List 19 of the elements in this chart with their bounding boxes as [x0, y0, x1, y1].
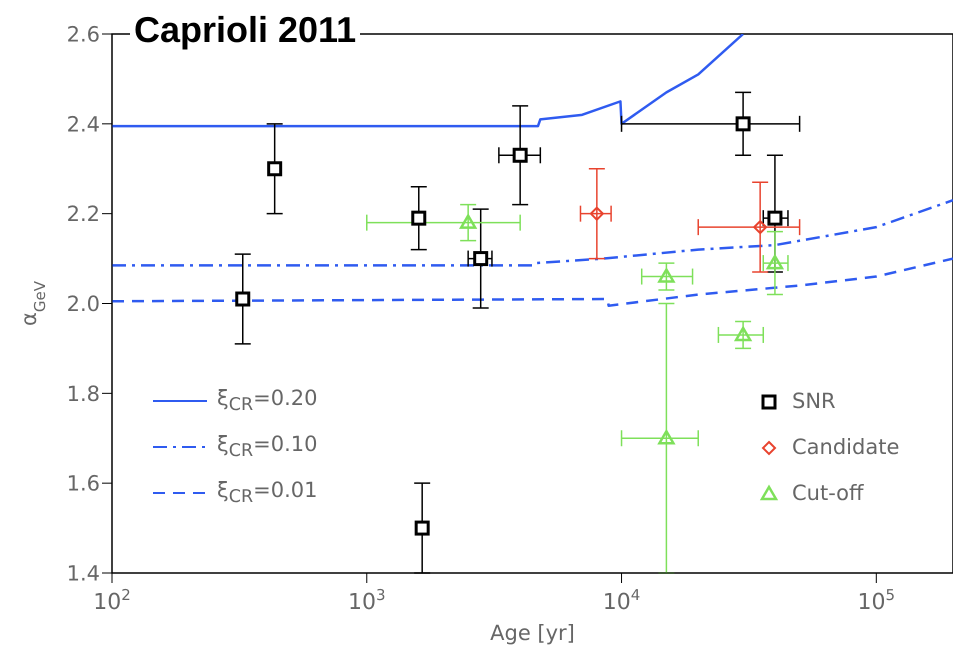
x-tick-label: 10$^{2}$: [93, 586, 131, 615]
y-tick-label: 1.4: [66, 561, 100, 586]
x-tick-label: 10$^{3}$: [348, 586, 386, 615]
legend-label: ξ$_{CR}$=0.20: [217, 386, 318, 416]
legend-label: SNR: [792, 389, 836, 413]
x-axis-title: Age [yr]: [490, 621, 575, 645]
x-tick-label: 10$^{5}$: [858, 586, 896, 615]
legend-label: Candidate: [792, 435, 900, 459]
legend-label: Cut-off: [792, 481, 864, 505]
y-tick-label: 2.4: [66, 112, 100, 136]
y-tick-label: 2.0: [66, 292, 100, 316]
legend-label: ξ$_{CR}$=0.01: [217, 478, 318, 508]
y-tick-label: 2.2: [66, 202, 100, 226]
legend-label: ξ$_{CR}$=0.10: [217, 432, 318, 462]
chart-title: Caprioli 2011: [130, 9, 360, 50]
x-tick-label: 10$^{4}$: [602, 586, 640, 615]
y-tick-label: 1.8: [66, 382, 100, 406]
y-tick-label: 1.6: [66, 472, 100, 496]
y-tick-label: 2.6: [66, 22, 100, 46]
